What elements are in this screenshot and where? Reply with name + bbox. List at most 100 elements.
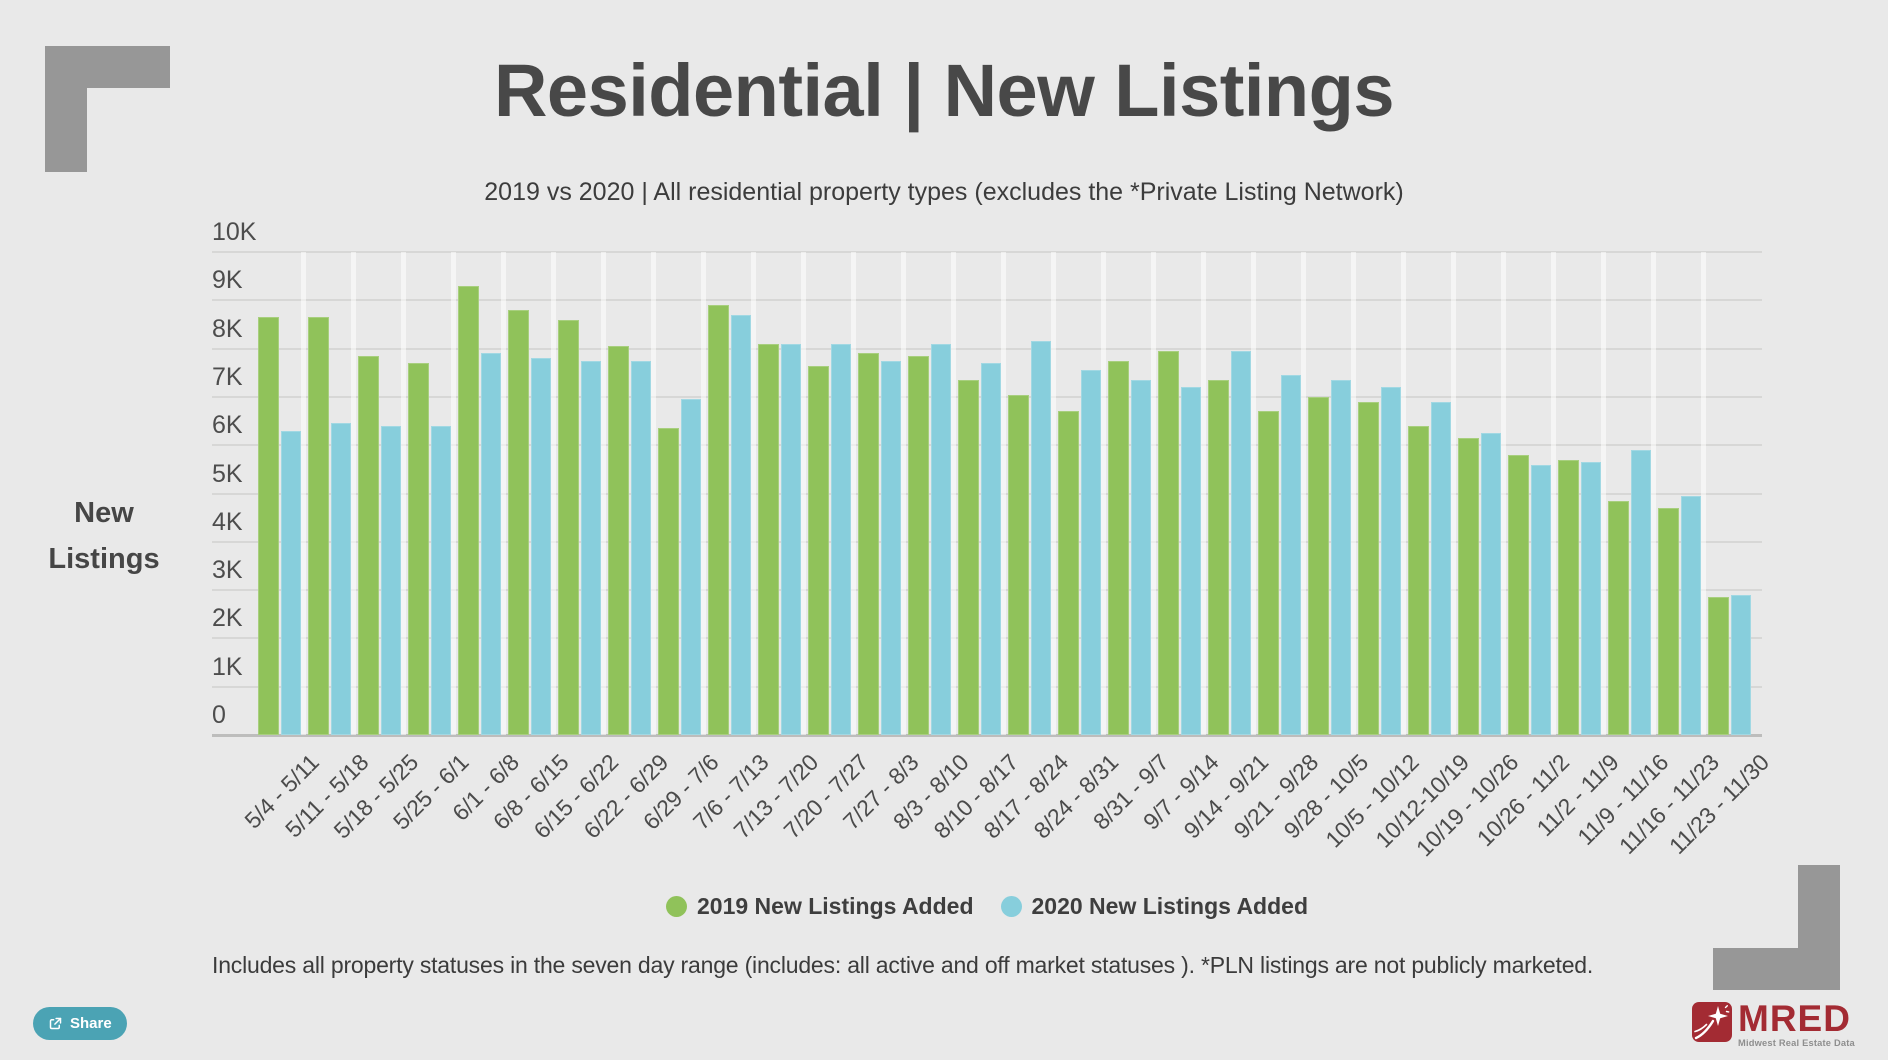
mred-tagline: Midwest Real Estate Data xyxy=(1738,1038,1855,1049)
bar-2019-new-listings[interactable] xyxy=(1558,459,1579,735)
bar-2020-new-listings[interactable] xyxy=(630,360,651,735)
category-separator xyxy=(1400,252,1406,735)
bar-2019-new-listings[interactable] xyxy=(408,363,429,735)
bar-2019-new-listings[interactable] xyxy=(1258,411,1279,735)
bar-2019-new-listings[interactable] xyxy=(708,305,729,735)
bar-2020-new-listings[interactable] xyxy=(1580,462,1601,735)
category-separator xyxy=(300,252,306,735)
category-separator xyxy=(750,252,756,735)
chart-subtitle: 2019 vs 2020 | All residential property … xyxy=(484,178,1404,206)
bar-2020-new-listings[interactable] xyxy=(1630,450,1651,735)
footnote: Includes all property statuses in the se… xyxy=(212,952,1594,978)
bar-2019-new-listings[interactable] xyxy=(1458,437,1479,735)
category-separator xyxy=(900,252,906,735)
bar-2020-new-listings[interactable] xyxy=(330,423,351,735)
bar-2019-new-listings[interactable] xyxy=(1158,351,1179,735)
bar-2019-new-listings[interactable] xyxy=(1308,396,1329,735)
category-separator xyxy=(700,252,706,735)
category-separator xyxy=(350,252,356,735)
bar-2019-new-listings[interactable] xyxy=(608,346,629,735)
category-separator xyxy=(1250,252,1256,735)
bar-2019-new-listings[interactable] xyxy=(358,355,379,735)
bar-2020-new-listings[interactable] xyxy=(430,425,451,735)
bar-2019-new-listings[interactable] xyxy=(658,428,679,735)
bar-2019-new-listings[interactable] xyxy=(908,355,929,735)
y-axis-tick-label: 1K xyxy=(212,652,243,681)
bar-2020-new-listings[interactable] xyxy=(780,343,801,735)
y-axis-tick-label: 4K xyxy=(212,507,243,536)
legend-dot xyxy=(666,895,687,917)
category-separator xyxy=(1000,252,1006,735)
category-separator xyxy=(1050,252,1056,735)
gridline xyxy=(212,299,1762,302)
bar-2020-new-listings[interactable] xyxy=(380,425,401,735)
bar-2019-new-listings[interactable] xyxy=(1508,454,1529,735)
bar-2020-new-listings[interactable] xyxy=(1380,387,1401,735)
bar-2019-new-listings[interactable] xyxy=(508,309,529,735)
bar-2019-new-listings[interactable] xyxy=(858,353,879,735)
bar-2019-new-listings[interactable] xyxy=(1058,411,1079,735)
bar-2020-new-listings[interactable] xyxy=(830,343,851,735)
bar-2020-new-listings[interactable] xyxy=(1680,495,1701,735)
bar-2019-new-listings[interactable] xyxy=(1208,380,1229,735)
corner-decoration-top-left xyxy=(45,46,170,172)
bar-2020-new-listings[interactable] xyxy=(1230,351,1251,735)
legend-label: 2019 New Listings Added xyxy=(697,892,974,919)
bar-2020-new-listings[interactable] xyxy=(1280,375,1301,735)
bar-2020-new-listings[interactable] xyxy=(1030,341,1051,735)
share-button-label: Share xyxy=(70,1015,112,1032)
category-separator xyxy=(400,252,406,735)
bar-2020-new-listings[interactable] xyxy=(680,399,701,735)
gridline xyxy=(212,251,1762,253)
bar-2019-new-listings[interactable] xyxy=(1608,500,1629,735)
y-axis-tick-label: 0 xyxy=(212,701,226,729)
category-separator xyxy=(600,252,606,735)
bar-2019-new-listings[interactable] xyxy=(808,365,829,735)
bar-2020-new-listings[interactable] xyxy=(1080,370,1101,735)
bar-2020-new-listings[interactable] xyxy=(980,363,1001,735)
bar-2020-new-listings[interactable] xyxy=(1430,401,1451,735)
bar-2019-new-listings[interactable] xyxy=(958,380,979,735)
bar-2020-new-listings[interactable] xyxy=(530,358,551,735)
share-button[interactable]: Share xyxy=(33,1007,127,1040)
bar-2019-new-listings[interactable] xyxy=(1658,508,1679,735)
y-axis-tick-label: 10K xyxy=(212,218,257,246)
bar-2020-new-listings[interactable] xyxy=(1530,464,1551,735)
bar-2019-new-listings[interactable] xyxy=(1108,360,1129,735)
mred-logo[interactable]: MRED Midwest Real Estate Data xyxy=(1692,998,1855,1049)
bar-2019-new-listings[interactable] xyxy=(258,317,279,735)
category-separator xyxy=(1700,252,1706,735)
bar-2020-new-listings[interactable] xyxy=(1480,433,1501,735)
bar-2020-new-listings[interactable] xyxy=(930,343,951,735)
y-axis-tick-label: 2K xyxy=(212,604,243,633)
bar-2019-new-listings[interactable] xyxy=(308,317,329,735)
bar-2020-new-listings[interactable] xyxy=(480,353,501,735)
legend-item: 2019 New Listings Added xyxy=(666,893,974,920)
bar-2020-new-listings[interactable] xyxy=(280,430,301,735)
corner-decoration-bottom-right xyxy=(1713,865,1840,990)
bar-2020-new-listings[interactable] xyxy=(1130,380,1151,735)
bar-2020-new-listings[interactable] xyxy=(580,360,601,735)
bar-2019-new-listings[interactable] xyxy=(1408,425,1429,735)
category-separator xyxy=(850,252,856,735)
bar-2019-new-listings[interactable] xyxy=(558,319,579,735)
plot-area: 0 1K 2K 3K 4K 5K 6K 7K 8K 9K 10K 5/4 - 5/11 5/11 - 5… xyxy=(212,218,1774,861)
bar-2020-new-listings[interactable] xyxy=(1180,387,1201,735)
bar-2019-new-listings[interactable] xyxy=(1358,401,1379,735)
bar-2020-new-listings[interactable] xyxy=(1730,594,1751,735)
bar-2019-new-listings[interactable] xyxy=(1008,394,1029,735)
bar-2019-new-listings[interactable] xyxy=(458,285,479,735)
bar-2020-new-listings[interactable] xyxy=(880,360,901,735)
bar-2019-new-listings[interactable] xyxy=(758,343,779,735)
category-separator xyxy=(1350,252,1356,735)
chart-legend: 2019 New Listings Added 2020 New Listings… xyxy=(212,884,1762,928)
y-axis-tick-label: 6K xyxy=(212,411,243,440)
bar-2020-new-listings[interactable] xyxy=(730,314,751,735)
bar-2020-new-listings[interactable] xyxy=(1330,380,1351,735)
bar-2019-new-listings[interactable] xyxy=(1708,597,1729,735)
y-axis-tick-label: 8K xyxy=(212,314,243,343)
mred-wordmark: MRED xyxy=(1738,998,1851,1039)
category-separator xyxy=(1300,252,1306,735)
category-separator xyxy=(550,252,556,735)
